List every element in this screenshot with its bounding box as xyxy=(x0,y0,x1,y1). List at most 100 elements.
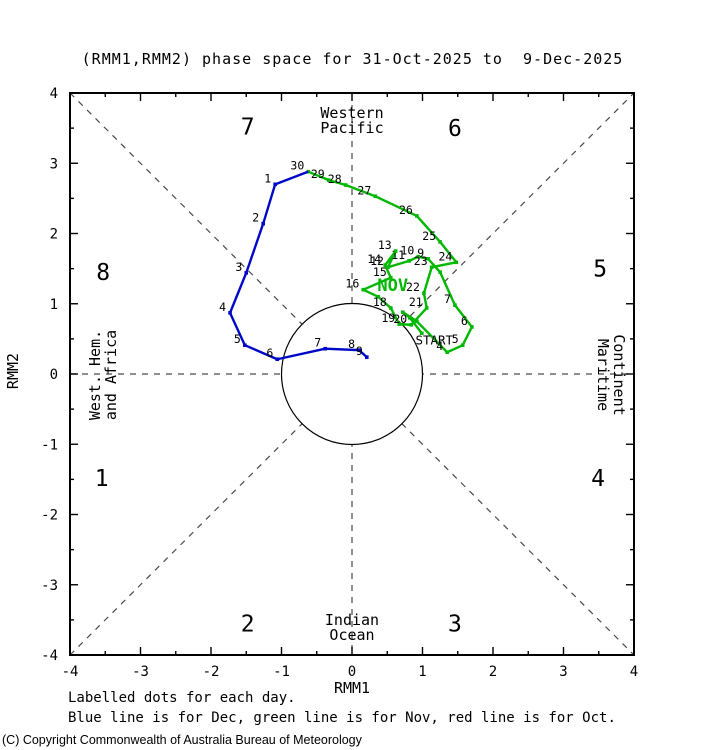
day-label: 27 xyxy=(357,183,371,197)
day-label: 9 xyxy=(356,344,363,358)
day-label: 15 xyxy=(373,265,387,279)
annotation-nov: NOV xyxy=(377,276,408,296)
phase-number-2: 2 xyxy=(241,611,255,637)
day-dot xyxy=(388,275,393,280)
day-dot xyxy=(361,287,366,292)
x-tick-label: 4 xyxy=(630,664,638,680)
x-tick-label: 2 xyxy=(489,664,497,680)
day-label: 26 xyxy=(399,203,413,217)
day-label: 16 xyxy=(345,277,359,291)
day-label: 8 xyxy=(348,337,355,351)
region-label-indian-ocean: Ocean xyxy=(329,626,374,644)
day-label: 9 xyxy=(417,246,424,260)
day-label: 11 xyxy=(391,248,405,262)
phase-number-3: 3 xyxy=(448,611,462,637)
day-dot xyxy=(383,263,387,267)
x-tick-label: -4 xyxy=(62,664,79,680)
chart-title: (RMM1,RMM2) phase space for 31-Oct-2025 … xyxy=(81,50,624,68)
day-label: 18 xyxy=(373,295,387,309)
day-dot xyxy=(453,303,457,307)
day-dot xyxy=(275,357,280,362)
day-dot xyxy=(357,348,361,352)
day-label: 4 xyxy=(219,300,226,314)
day-label: 7 xyxy=(314,336,321,350)
copyright-text: (C) Copyright Commonwealth of Australia … xyxy=(2,733,362,747)
day-dot xyxy=(408,316,412,320)
day-dot xyxy=(470,325,474,329)
day-label: 1 xyxy=(264,171,271,185)
day-label: 25 xyxy=(422,229,436,243)
footnote-line-colors: Blue line is for Dec, green line is for … xyxy=(68,710,616,726)
day-dot xyxy=(244,271,249,275)
x-tick-label: -3 xyxy=(132,664,149,680)
day-label: 29 xyxy=(311,167,325,181)
day-label: 22 xyxy=(406,280,420,294)
day-label: 4 xyxy=(436,339,443,353)
day-label: 12 xyxy=(370,254,384,268)
day-label: 30 xyxy=(290,159,304,173)
day-label: 7 xyxy=(444,292,451,306)
region-label-maritime-continent: Maritime xyxy=(594,339,612,411)
y-tick-label: -3 xyxy=(41,578,58,594)
day-dot xyxy=(409,323,414,327)
day-dot xyxy=(365,355,369,359)
day-label: 2 xyxy=(252,211,259,225)
day-dot xyxy=(323,346,328,351)
day-label: 23 xyxy=(414,254,428,268)
day-label: 14 xyxy=(367,252,381,266)
day-dot xyxy=(243,343,247,347)
day-label: 19 xyxy=(381,311,395,325)
day-dot xyxy=(376,294,380,299)
trajectory-line xyxy=(228,170,368,361)
y-tick-label: 0 xyxy=(50,367,58,383)
day-dot xyxy=(429,265,434,270)
trajectory-december: 1 2 3 4 5 6 7 89 xyxy=(219,170,369,362)
day-label: 6 xyxy=(266,346,273,360)
day-label: 20 xyxy=(393,312,407,326)
day-dot xyxy=(460,343,465,347)
day-dot xyxy=(407,259,411,263)
region-label-western-pacific: Western xyxy=(320,104,383,122)
region-label-maritime-continent: Continent xyxy=(610,334,628,415)
day-label: 28 xyxy=(328,172,342,186)
x-tick-label: 0 xyxy=(348,664,356,680)
day-dot xyxy=(415,319,419,324)
day-dot xyxy=(424,306,429,310)
x-tick-label: -2 xyxy=(203,664,220,680)
day-label: 10 xyxy=(400,244,414,258)
day-dot xyxy=(326,178,331,182)
region-label-west-hem-africa: and Africa xyxy=(102,330,120,420)
phase-number-1: 1 xyxy=(95,466,109,492)
day-label: 5 xyxy=(234,332,241,346)
y-tick-label: 1 xyxy=(50,297,58,313)
x-tick-label: 3 xyxy=(559,664,567,680)
day-dot xyxy=(228,311,232,315)
day-label: 3 xyxy=(235,260,242,274)
day-dot xyxy=(393,249,398,253)
region-label-west-hem-africa: West. Hem. xyxy=(86,330,104,420)
day-dot xyxy=(454,260,459,265)
day-dot xyxy=(438,240,442,244)
day-dot xyxy=(386,265,390,270)
x-tick-label: 1 xyxy=(418,664,426,680)
x-tick-label: -1 xyxy=(273,664,290,680)
day-label: 13 xyxy=(378,238,392,252)
day-dot xyxy=(438,270,442,274)
day-dot xyxy=(445,350,449,355)
phase-number-7: 7 xyxy=(241,115,255,141)
day-dot xyxy=(415,214,419,218)
day-dot xyxy=(400,310,405,314)
day-label: 24 xyxy=(438,249,452,263)
unit-circle xyxy=(280,302,424,446)
region-label-indian-ocean: Indian xyxy=(325,611,379,629)
phase-number-8: 8 xyxy=(96,260,110,286)
day-dot xyxy=(343,183,348,187)
y-tick-label: 3 xyxy=(50,156,58,172)
y-tick-label: -2 xyxy=(41,508,58,524)
y-tick-label: -1 xyxy=(41,437,58,453)
day-label: 21 xyxy=(409,295,423,309)
day-dot xyxy=(419,331,424,336)
day-dot xyxy=(422,291,426,296)
